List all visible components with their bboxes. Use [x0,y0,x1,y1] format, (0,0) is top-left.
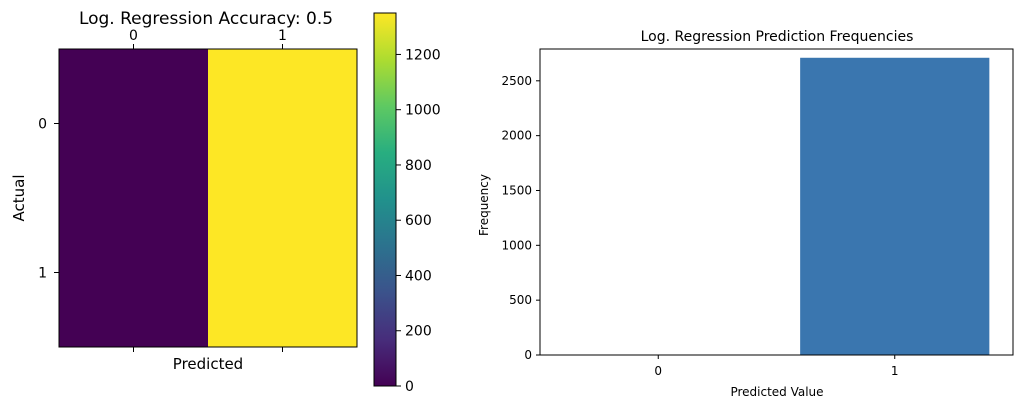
bar-y-tick-label: 2500 [501,74,532,88]
colorbar-tick-label: 400 [405,268,432,284]
heatmap-cell-r0-c1 [208,49,358,199]
colorbar-tick-label: 1200 [405,47,441,63]
bar-y-tick-label: 2000 [501,129,532,143]
bar-y-axis-label: Frequency [477,174,491,236]
heatmap-y-tick-label: 1 [38,266,47,282]
heatmap-cell-r1-c0 [59,198,209,348]
heatmap-cells [59,49,358,348]
colorbar-tick-label: 0 [405,379,414,395]
bar-marks [800,57,990,355]
colorbar-tick-label: 600 [405,213,432,229]
heatmap-cell-r0-c0 [59,49,209,199]
bar-chart-ticks: 0 1 0 500 1000 1500 2000 2500 [501,74,898,378]
heatmap-y-axis-label: Actual [10,175,28,222]
heatmap-y-tick-label: 0 [38,117,47,133]
bar-x-tick-label: 0 [654,364,662,378]
bar-y-tick-label: 1500 [501,183,532,197]
heatmap-ticks: 0 1 0 1 [38,28,287,352]
heatmap-frame [58,48,358,348]
colorbar-ticks: 0 200 400 600 800 1000 1200 [396,47,441,395]
bar-y-tick-label: 1000 [501,238,532,252]
heatmap-title: Log. Regression Accuracy: 0.5 [79,9,333,29]
heatmap-x-tick-label: 0 [129,28,138,44]
bar-y-tick-label: 0 [524,348,532,362]
colorbar-tick-label: 200 [405,324,432,340]
colorbar-tick-label: 800 [405,158,432,174]
heatmap-x-axis-label: Predicted [173,355,243,373]
heatmap-cell-r1-c1 [208,198,358,348]
bar-x-tick-label: 1 [891,364,899,378]
bar-1 [800,57,990,355]
heatmap-x-tick-label: 1 [278,28,287,44]
bar-chart-title: Log. Regression Prediction Frequencies [641,29,914,45]
prediction-frequencies-chart: Log. Regression Prediction Frequencies 0… [477,29,1014,399]
bar-y-tick-label: 500 [509,293,532,307]
colorbar-tick-label: 1000 [405,103,441,119]
bar-plot-frame [539,48,1014,356]
confusion-matrix-chart: 0 1 0 1 Log. Regression Accuracy: 0.5 Predi… [10,9,441,395]
bar-x-axis-label: Predicted Value [730,385,823,399]
colorbar [373,12,397,387]
